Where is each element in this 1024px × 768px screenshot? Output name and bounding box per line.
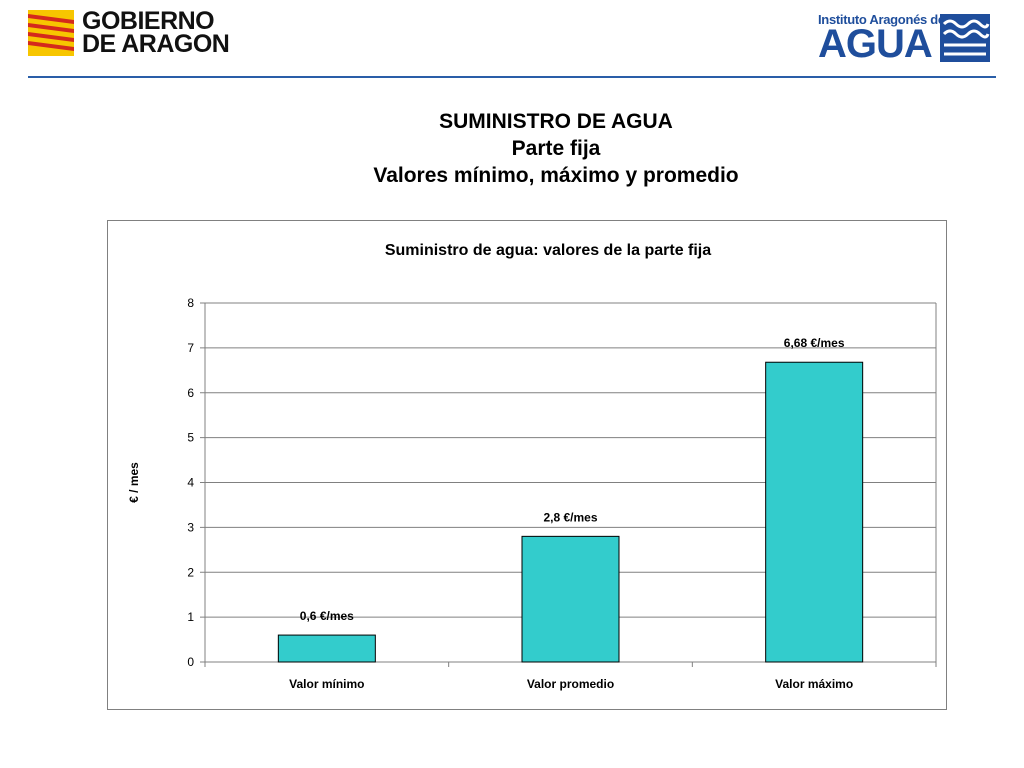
data-label: 0,6 €/mes: [300, 609, 354, 623]
y-axis-label: € / mes: [127, 462, 141, 503]
y-tick-label: 8: [187, 296, 194, 310]
gov-logo-line1: GOBIERNO: [82, 7, 215, 35]
bar: [765, 361, 864, 663]
data-label: 2,8 €/mes: [543, 510, 597, 524]
institute-top-text: Instituto Aragonés del: [818, 12, 949, 27]
header-divider: [28, 76, 996, 78]
x-tick-label: Valor máximo: [775, 677, 853, 691]
y-tick-label: 0: [187, 655, 194, 669]
instituto-aragones-agua-logo: Instituto Aragonés del AGUA: [818, 12, 990, 64]
water-waves-icon: [940, 14, 990, 62]
bar-chart: Suministro de agua: valores de la parte …: [127, 242, 937, 691]
slide-title: SUMINISTRO DE AGUA Parte fija Valores mí…: [0, 108, 1024, 189]
y-tick-label: 6: [187, 386, 194, 400]
x-tick-label: Valor promedio: [527, 677, 614, 691]
y-tick-label: 3: [187, 520, 194, 534]
y-tick-label: 4: [187, 476, 194, 490]
slide-title-line1: SUMINISTRO DE AGUA: [439, 110, 673, 133]
institute-main-text: AGUA: [818, 22, 933, 66]
header: GOBIERNO DE ARAGON Instituto Aragonés de…: [0, 0, 1024, 80]
y-tick-label: 1: [187, 610, 194, 624]
chart-title: Suministro de agua: valores de la parte …: [385, 242, 711, 259]
slide-title-line2: Parte fija: [511, 137, 601, 160]
gov-logo-line2: DE ARAGON: [82, 30, 230, 58]
slide-title-line3: Valores mínimo, máximo y promedio: [373, 164, 739, 187]
y-tick-label: 5: [187, 431, 194, 445]
aragon-flag-icon: [28, 10, 74, 56]
bar: [277, 634, 376, 663]
x-tick-label: Valor mínimo: [289, 677, 364, 691]
data-label: 6,68 €/mes: [784, 336, 845, 350]
y-tick-label: 7: [187, 341, 194, 355]
bar: [521, 535, 620, 663]
gobierno-de-aragon-logo: GOBIERNO DE ARAGON: [28, 7, 230, 58]
chart-frame: Suministro de agua: valores de la parte …: [107, 220, 947, 710]
y-tick-label: 2: [187, 565, 194, 579]
